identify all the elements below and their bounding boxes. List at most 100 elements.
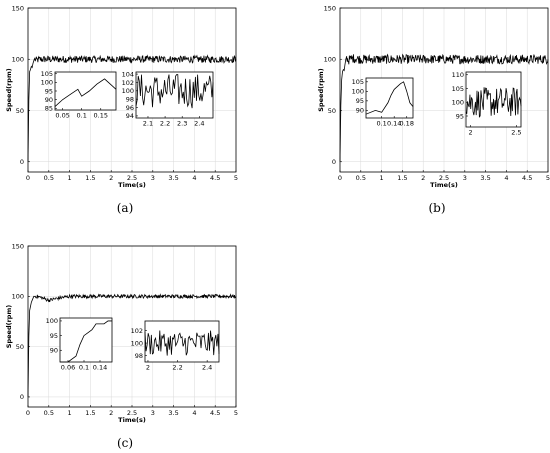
y-tick-label: 50 bbox=[16, 107, 24, 115]
inset-frame bbox=[144, 320, 220, 363]
x-tick-label: 3.5 bbox=[168, 409, 178, 417]
x-axis-label: Time(s) bbox=[118, 416, 146, 424]
y-axis-label: Speed(rpm) bbox=[5, 305, 13, 348]
inset-y-tick-label: 100 bbox=[41, 79, 53, 87]
inset-x-tick-label: 2.2 bbox=[160, 120, 170, 128]
y-axis-label: Speed(rpm) bbox=[317, 68, 325, 111]
x-tick-label: 2.5 bbox=[439, 174, 449, 182]
x-tick-label: 2 bbox=[421, 174, 425, 182]
inset-y-tick-label: 100 bbox=[46, 317, 58, 325]
inset-y-tick-label: 102 bbox=[131, 327, 143, 335]
inset-y-tick-label: 100 bbox=[131, 339, 143, 347]
inset-frame bbox=[59, 317, 113, 363]
inset-y-tick-label: 95 bbox=[456, 112, 464, 120]
zoom-inset-1: 0.06 0.1 0.14 90 95 100 bbox=[46, 317, 113, 372]
x-tick-label: 2.5 bbox=[127, 409, 137, 417]
y-tick-label: 0 bbox=[332, 158, 336, 166]
x-tick-label: 1.5 bbox=[85, 174, 95, 182]
inset-frame bbox=[135, 71, 214, 119]
inset-y-tick-label: 95 bbox=[356, 97, 364, 105]
inset-x-tick-label: 0.15 bbox=[94, 112, 108, 120]
inset-y-tick-label: 90 bbox=[45, 96, 53, 104]
x-tick-label: 4.5 bbox=[210, 409, 220, 417]
y-tick-label: 50 bbox=[328, 107, 336, 115]
inset-trace bbox=[60, 320, 112, 363]
x-tick-label: 0.5 bbox=[356, 174, 366, 182]
x-tick-label: 5 bbox=[234, 174, 238, 182]
y-tick-label: 150 bbox=[12, 4, 24, 12]
inset-x-tick-label: 2.4 bbox=[202, 364, 212, 372]
inset-y-tick-label: 105 bbox=[41, 70, 53, 78]
x-tick-label: 5 bbox=[234, 409, 238, 417]
inset-x-tick-label: 2.5 bbox=[511, 129, 521, 137]
inset-x-tick-label: 0.18 bbox=[399, 120, 413, 128]
inset-x-tick-label: 2.4 bbox=[194, 120, 204, 128]
x-tick-label: 0.5 bbox=[44, 174, 54, 182]
inset-y-tick-label: 104 bbox=[122, 70, 134, 78]
inset-y-tick-label: 100 bbox=[352, 88, 364, 96]
y-tick-label: 0 bbox=[20, 393, 24, 401]
x-tick-label: 4.5 bbox=[522, 174, 532, 182]
zoom-inset-2: 2 2.2 2.4 98 100 102 bbox=[131, 320, 220, 372]
inset-x-tick-label: 0.14 bbox=[93, 364, 107, 372]
inset-x-tick-label: 0.14 bbox=[387, 120, 401, 128]
inset-trace bbox=[144, 330, 220, 356]
x-tick-label: 1.5 bbox=[85, 409, 95, 417]
x-tick-label: 2.5 bbox=[127, 174, 137, 182]
panel-caption: (c) bbox=[117, 436, 133, 450]
inset-x-tick-label: 0.1 bbox=[77, 112, 87, 120]
x-tick-label: 0 bbox=[26, 409, 30, 417]
x-tick-label: 4.5 bbox=[210, 174, 220, 182]
y-tick-label: 150 bbox=[324, 4, 336, 12]
y-tick-label: 100 bbox=[324, 56, 336, 64]
inset-y-tick-label: 100 bbox=[452, 99, 464, 107]
inset-y-tick-label: 102 bbox=[122, 79, 134, 87]
inset-x-tick-label: 0.1 bbox=[79, 364, 89, 372]
x-tick-label: 0.5 bbox=[44, 409, 54, 417]
inset-trace bbox=[365, 81, 414, 115]
inset-x-tick-label: 2 bbox=[146, 364, 150, 372]
x-tick-label: 1.5 bbox=[397, 174, 407, 182]
inset-y-tick-label: 105 bbox=[452, 85, 464, 93]
speed-trace bbox=[27, 54, 237, 162]
inset-y-tick-label: 94 bbox=[126, 112, 134, 120]
y-tick-label: 0 bbox=[20, 158, 24, 166]
inset-y-tick-label: 98 bbox=[135, 352, 143, 360]
zoom-inset-2: 2 2.5 95 100 105 110 bbox=[452, 71, 522, 136]
chart-panel-3: 0 0.5 1 1.5 2 2.5 3 3.5 4 4.5 5050100150Time(s)Spe… bbox=[5, 242, 238, 450]
inset-x-tick-label: 0.1 bbox=[376, 120, 386, 128]
inset-x-tick-label: 0.06 bbox=[61, 364, 75, 372]
inset-trace bbox=[465, 87, 522, 118]
y-tick-label: 100 bbox=[12, 56, 24, 64]
inset-x-tick-label: 2.1 bbox=[143, 120, 153, 128]
inset-x-tick-label: 0.05 bbox=[55, 112, 69, 120]
inset-y-tick-label: 96 bbox=[126, 104, 134, 112]
inset-y-tick-label: 100 bbox=[122, 87, 134, 95]
x-tick-label: 4 bbox=[192, 409, 196, 417]
chart-panel-2: 0 0.5 1 1.5 2 2.5 3 3.5 4 4.5 5050100150Time(s)Spe… bbox=[317, 4, 550, 215]
x-tick-label: 1 bbox=[68, 174, 72, 182]
inset-y-tick-label: 85 bbox=[45, 105, 53, 113]
x-tick-label: 3 bbox=[151, 409, 155, 417]
x-tick-label: 5 bbox=[546, 174, 550, 182]
x-tick-label: 0 bbox=[338, 174, 342, 182]
x-axis-label: Time(s) bbox=[118, 181, 146, 189]
speed-trace bbox=[339, 53, 549, 162]
x-tick-label: 4 bbox=[192, 174, 196, 182]
inset-y-tick-label: 110 bbox=[452, 71, 464, 79]
panel-caption: (b) bbox=[428, 201, 445, 215]
y-axis-label: Speed(rpm) bbox=[5, 68, 13, 111]
y-tick-label: 150 bbox=[12, 242, 24, 250]
y-tick-label: 50 bbox=[16, 343, 24, 351]
inset-y-tick-label: 98 bbox=[126, 95, 134, 103]
inset-trace bbox=[54, 78, 117, 107]
inset-x-tick-label: 2 bbox=[469, 129, 473, 137]
x-axis-label: Time(s) bbox=[430, 181, 458, 189]
x-tick-label: 1 bbox=[68, 409, 72, 417]
x-tick-label: 3 bbox=[463, 174, 467, 182]
speed-trace bbox=[27, 293, 237, 397]
inset-y-tick-label: 105 bbox=[352, 78, 364, 86]
